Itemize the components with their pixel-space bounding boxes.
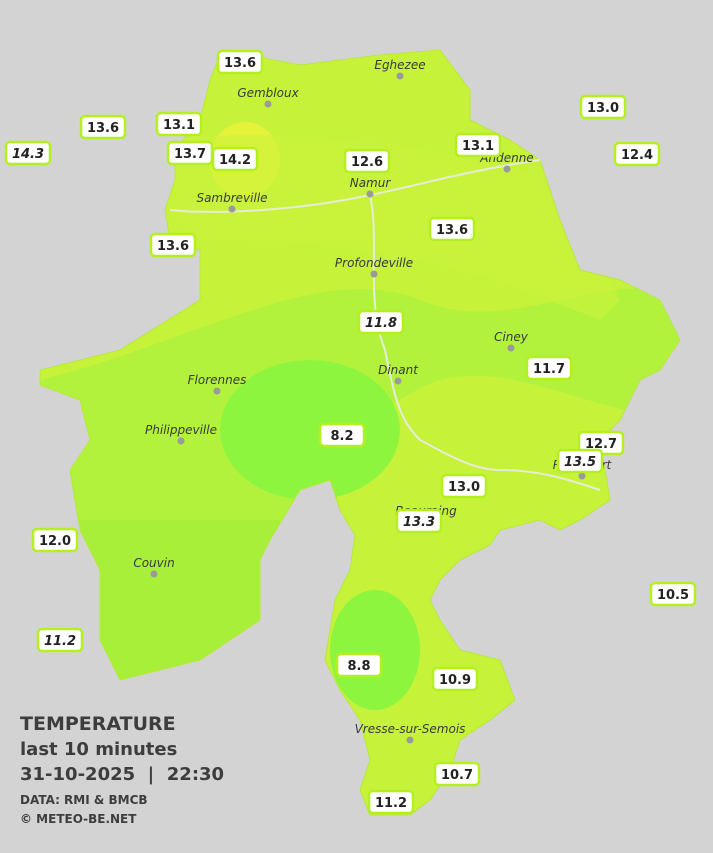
station-value: 10.7	[441, 768, 473, 783]
city-dot	[177, 437, 185, 445]
station-value: 10.5	[657, 588, 689, 603]
station-value: 11.8	[365, 316, 397, 331]
station-value: 13.6	[87, 121, 119, 136]
station-value: 11.2	[44, 634, 76, 649]
station-box	[36, 627, 84, 653]
station-box	[31, 527, 79, 553]
station-value: 13.7	[174, 147, 206, 162]
station-value: 13.5	[564, 455, 596, 470]
station-box	[579, 94, 627, 120]
city-dot	[406, 736, 414, 744]
city-dot	[264, 100, 272, 108]
station-layer: 13.6 13.6 13.1 14.3 13.7 14.2 12.6 13.1 13.0 12.4…	[4, 49, 697, 815]
station-value: 13.0	[448, 480, 480, 495]
station-value: 13.0	[587, 101, 619, 116]
city-label: Sambreville	[196, 191, 267, 205]
legend-credit: © METEO-BE.NET	[20, 812, 137, 826]
city-label: Profondeville	[335, 256, 413, 270]
station-box	[4, 140, 52, 166]
city-dot	[370, 270, 378, 278]
city-dot	[503, 165, 511, 173]
station-box	[155, 111, 203, 137]
city-dot	[150, 570, 158, 578]
city-label: Namur	[350, 176, 392, 190]
station-box	[79, 114, 127, 140]
station-box	[216, 49, 264, 75]
station-value: 14.3	[12, 147, 44, 162]
city-label: Eghezee	[374, 58, 425, 72]
station-value: 12.7	[585, 437, 617, 452]
station-box	[149, 232, 197, 258]
city-dot	[213, 387, 221, 395]
city-label: Gembloux	[237, 86, 299, 100]
station-value: 13.6	[436, 223, 468, 238]
station-box	[395, 508, 443, 534]
station-box	[440, 473, 488, 499]
station-value: 13.6	[224, 56, 256, 71]
station-box	[556, 448, 604, 474]
legend-source: DATA: RMI & BMCB	[20, 793, 148, 807]
station-value: 10.9	[439, 673, 471, 688]
station-value: 12.0	[39, 534, 71, 549]
station-value: 12.6	[351, 155, 383, 170]
station-box	[454, 132, 502, 158]
city-label: Philippeville	[145, 423, 217, 437]
station-box	[335, 652, 383, 678]
station-value: 11.7	[533, 362, 565, 377]
city-dot	[366, 190, 374, 198]
station-value: 8.8	[347, 659, 370, 674]
station-value: 13.6	[157, 239, 189, 254]
station-value: 12.4	[621, 148, 653, 163]
legend-title: TEMPERATURE	[20, 713, 176, 735]
station-value: 14.2	[219, 153, 251, 168]
city-label: Couvin	[133, 556, 174, 570]
station-box	[428, 216, 476, 242]
station-box	[433, 761, 481, 787]
station-box	[367, 789, 415, 815]
city-dot	[507, 344, 515, 352]
city-dot	[578, 472, 586, 480]
station-box	[613, 141, 661, 167]
station-value: 13.1	[462, 139, 494, 154]
city-label: Florennes	[188, 373, 247, 387]
station-box	[649, 581, 697, 607]
legend-timestamp: 31-10-2025 | 22:30	[20, 764, 224, 785]
city-label: Dinant	[378, 363, 419, 377]
station-box	[211, 146, 259, 172]
station-box	[357, 309, 405, 335]
city-dot	[396, 72, 404, 80]
city-label: Vresse-sur-Semois	[355, 722, 466, 736]
legend-subtitle: last 10 minutes	[20, 739, 177, 760]
station-box	[525, 355, 573, 381]
station-box	[431, 666, 479, 692]
station-value: 8.2	[330, 429, 353, 444]
station-value: 13.1	[163, 118, 195, 133]
city-dot	[394, 377, 402, 385]
station-box	[318, 422, 366, 448]
station-value: 13.3	[403, 515, 435, 530]
station-box	[343, 148, 391, 174]
station-value: 11.2	[375, 796, 407, 811]
city-dot	[228, 205, 236, 213]
city-label: Ciney	[494, 330, 529, 344]
